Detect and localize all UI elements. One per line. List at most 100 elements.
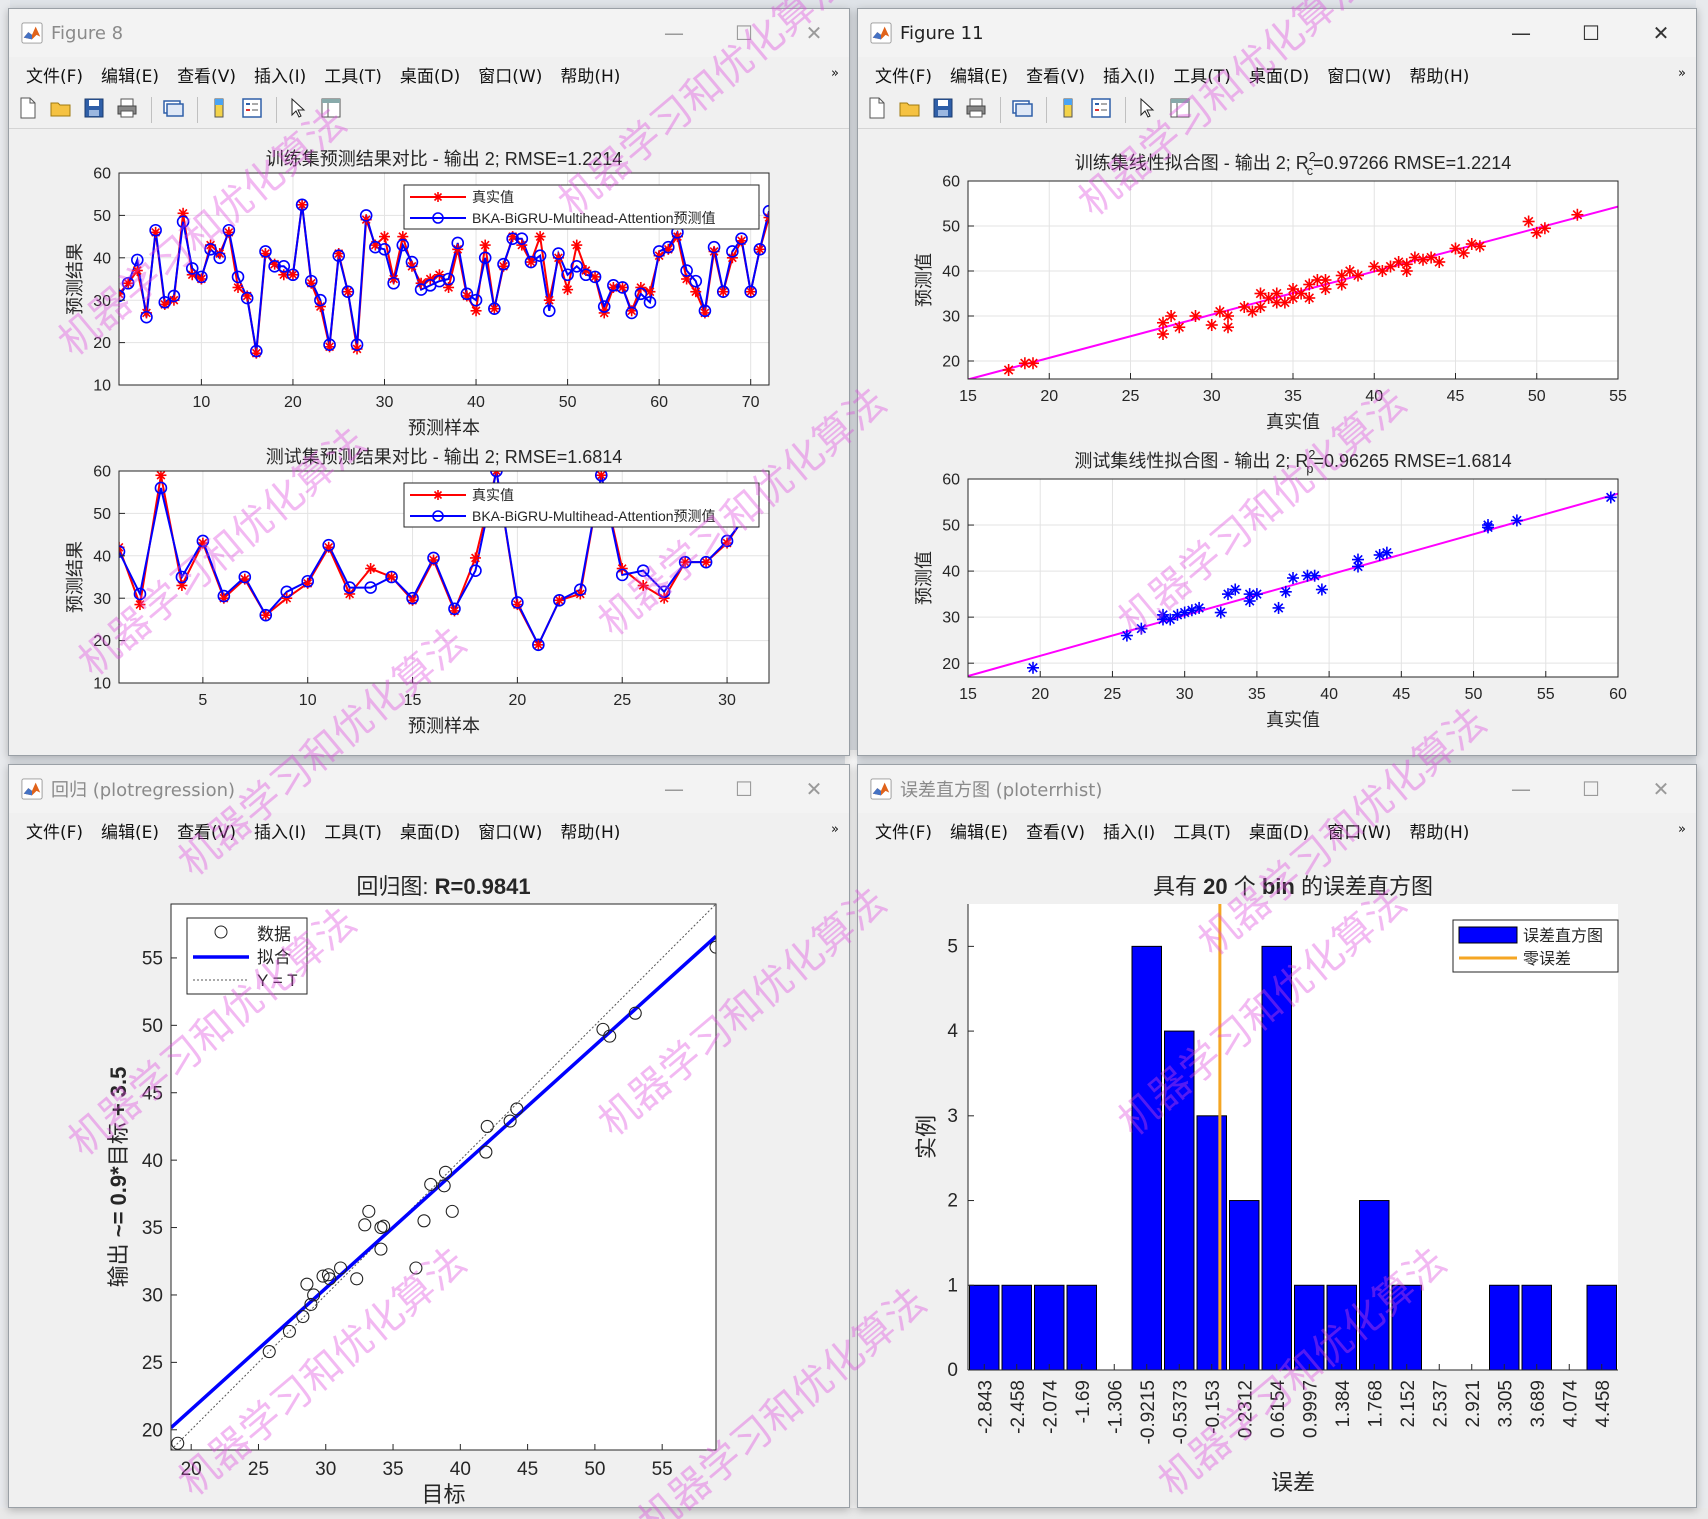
chevron-double-right-icon[interactable]: » (831, 66, 839, 81)
legend-button[interactable] (1086, 95, 1116, 125)
menu-item-0[interactable]: 文件(F) (26, 822, 84, 843)
chevron-double-right-icon[interactable]: » (831, 822, 839, 837)
menu-item-0[interactable]: 文件(F) (26, 66, 84, 87)
menu-item-4[interactable]: 工具(T) (1173, 66, 1231, 87)
minimize-button[interactable]: — (1511, 21, 1531, 45)
menu-item-2[interactable]: 查看(V) (177, 66, 236, 87)
data-point-pred (133, 587, 147, 601)
data-point-pred (301, 574, 315, 588)
close-button[interactable]: ✕ (1652, 21, 1670, 45)
data-point (1157, 328, 1169, 340)
menu-item-1[interactable]: 编辑(E) (950, 822, 1009, 843)
window-fig8[interactable]: Figure 8 — ☐ ✕ 文件(F) 编辑(E) 查看(V) 插入(I) 工具(T) 桌面(D… (8, 8, 850, 756)
menu-item-1[interactable]: 编辑(E) (101, 822, 160, 843)
menu-item-5[interactable]: 桌面(D) (1248, 822, 1310, 843)
link-plot-button[interactable] (158, 95, 188, 125)
title-bar[interactable]: 误差直方图 (ploterrhist) — ☐ ✕ (858, 765, 1696, 813)
data-point (438, 1165, 453, 1179)
menu-item-6[interactable]: 窗口(W) (1327, 66, 1392, 87)
menu-item-1[interactable]: 编辑(E) (950, 66, 1009, 87)
x-tick-label: 30 (376, 394, 394, 411)
new-figure-button[interactable] (13, 95, 43, 125)
data-point (1380, 546, 1393, 559)
property-inspector-button[interactable] (316, 95, 346, 125)
property-inspector-button[interactable] (1165, 95, 1195, 125)
title-bar[interactable]: 回归 (plotregression) — ☐ ✕ (9, 765, 849, 813)
data-point-true (134, 599, 146, 611)
menu-item-7[interactable]: 帮助(H) (560, 822, 621, 843)
menu-item-5[interactable]: 桌面(D) (399, 822, 461, 843)
menu-item-7[interactable]: 帮助(H) (1409, 822, 1470, 843)
print-button[interactable] (112, 95, 142, 125)
legend[interactable]: 真实值 BKA-BiGRU-Multihead-Attention预测值 (403, 482, 760, 528)
menu-item-5[interactable]: 桌面(D) (399, 66, 461, 87)
data-point-pred (131, 253, 144, 267)
data-point-true (344, 588, 356, 600)
title-bar[interactable]: Figure 11 — ☐ ✕ (858, 9, 1696, 57)
plot-area (968, 904, 1618, 1370)
menu-item-3[interactable]: 插入(I) (253, 822, 307, 843)
x-tick-label: -0.9215 (1138, 1380, 1159, 1444)
colorbar-button[interactable] (204, 95, 234, 125)
legend-button[interactable] (237, 95, 267, 125)
data-point-pred (217, 589, 231, 603)
menu-item-4[interactable]: 工具(T) (324, 822, 382, 843)
data-point (437, 1179, 451, 1193)
maximize-button[interactable]: ☐ (735, 777, 753, 801)
menu-item-0[interactable]: 文件(F) (875, 66, 933, 87)
menu-item-7[interactable]: 帮助(H) (560, 66, 621, 87)
close-button[interactable]: ✕ (805, 21, 823, 45)
link-plot-button[interactable] (1007, 95, 1037, 125)
close-button[interactable]: ✕ (1652, 777, 1670, 801)
menu-item-4[interactable]: 工具(T) (324, 66, 382, 87)
x-tick-label: 55 (652, 1459, 673, 1480)
title-bar[interactable]: Figure 8 — ☐ ✕ (9, 9, 849, 57)
menu-item-6[interactable]: 窗口(W) (478, 66, 543, 87)
menu-item-6[interactable]: 窗口(W) (478, 822, 543, 843)
new-figure-button[interactable] (862, 95, 892, 125)
pointer-button[interactable] (1132, 95, 1162, 125)
legend-label: 数据 (257, 925, 291, 944)
data-point-pred (175, 570, 189, 584)
menu-item-6[interactable]: 窗口(W) (1327, 822, 1392, 843)
window-hist[interactable]: 误差直方图 (ploterrhist) — ☐ ✕ 文件(F) 编辑(E) 查看(V) 插入(… (857, 764, 1697, 1508)
menu-item-5[interactable]: 桌面(D) (1248, 66, 1310, 87)
histogram-bar (1229, 1200, 1260, 1371)
menu-item-0[interactable]: 文件(F) (875, 822, 933, 843)
minimize-button[interactable]: — (1511, 777, 1531, 801)
maximize-button[interactable]: ☐ (735, 21, 753, 45)
window-reg[interactable]: 回归 (plotregression) — ☐ ✕ 文件(F) 编辑(E) 查看(V) 插入(… (8, 764, 850, 1508)
y-tick-label: 40 (93, 548, 111, 565)
menu-item-2[interactable]: 查看(V) (1026, 822, 1085, 843)
open-file-button[interactable] (895, 95, 925, 125)
minimize-button[interactable]: — (664, 777, 684, 801)
pointer-button[interactable] (283, 95, 313, 125)
save-button[interactable] (928, 95, 958, 125)
maximize-button[interactable]: ☐ (1582, 777, 1600, 801)
legend[interactable]: 真实值 BKA-BiGRU-Multihead-Attention预测值 (403, 184, 760, 230)
save-button[interactable] (79, 95, 109, 125)
menu-item-3[interactable]: 插入(I) (253, 66, 307, 87)
minimize-button[interactable]: — (664, 21, 684, 45)
window-fig11[interactable]: Figure 11 — ☐ ✕ 文件(F) 编辑(E) 查看(V) 插入(I) 工具(T) 桌面(… (857, 8, 1697, 756)
data-point (1384, 260, 1397, 273)
menu-item-1[interactable]: 编辑(E) (101, 66, 160, 87)
menu-item-3[interactable]: 插入(I) (1102, 66, 1156, 87)
chevron-double-right-icon[interactable]: » (1678, 822, 1686, 837)
menu-item-4[interactable]: 工具(T) (1173, 822, 1231, 843)
x-tick-label: 30 (315, 1459, 336, 1480)
menu-item-3[interactable]: 插入(I) (1102, 822, 1156, 843)
menu-item-2[interactable]: 查看(V) (177, 822, 236, 843)
open-file-button[interactable] (46, 95, 76, 125)
menu-item-7[interactable]: 帮助(H) (1409, 66, 1470, 87)
data-point (1457, 247, 1470, 259)
data-point-pred (158, 296, 172, 309)
chevron-double-right-icon[interactable]: » (1678, 66, 1686, 81)
print-button[interactable] (961, 95, 991, 125)
close-button[interactable]: ✕ (805, 777, 823, 801)
colorbar-button[interactable] (1053, 95, 1083, 125)
menu-item-2[interactable]: 查看(V) (1026, 66, 1085, 87)
maximize-button[interactable]: ☐ (1582, 21, 1600, 45)
